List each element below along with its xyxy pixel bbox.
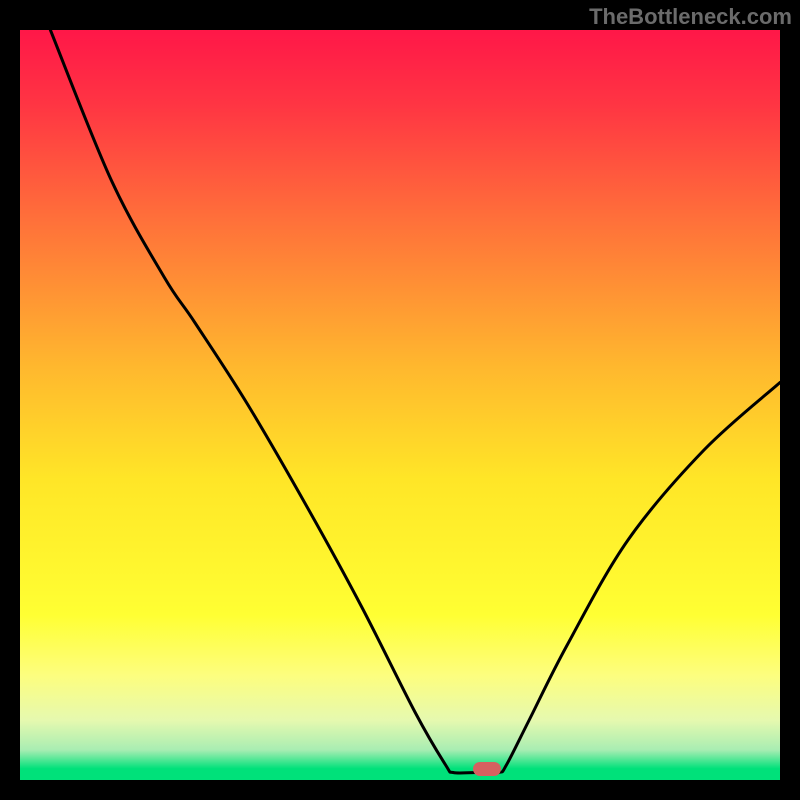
chart-container: TheBottleneck.com (0, 0, 800, 800)
watermark-text: TheBottleneck.com (589, 4, 792, 30)
optimal-point-marker (473, 762, 501, 776)
plot-area (20, 30, 780, 780)
bottleneck-curve (20, 30, 780, 780)
